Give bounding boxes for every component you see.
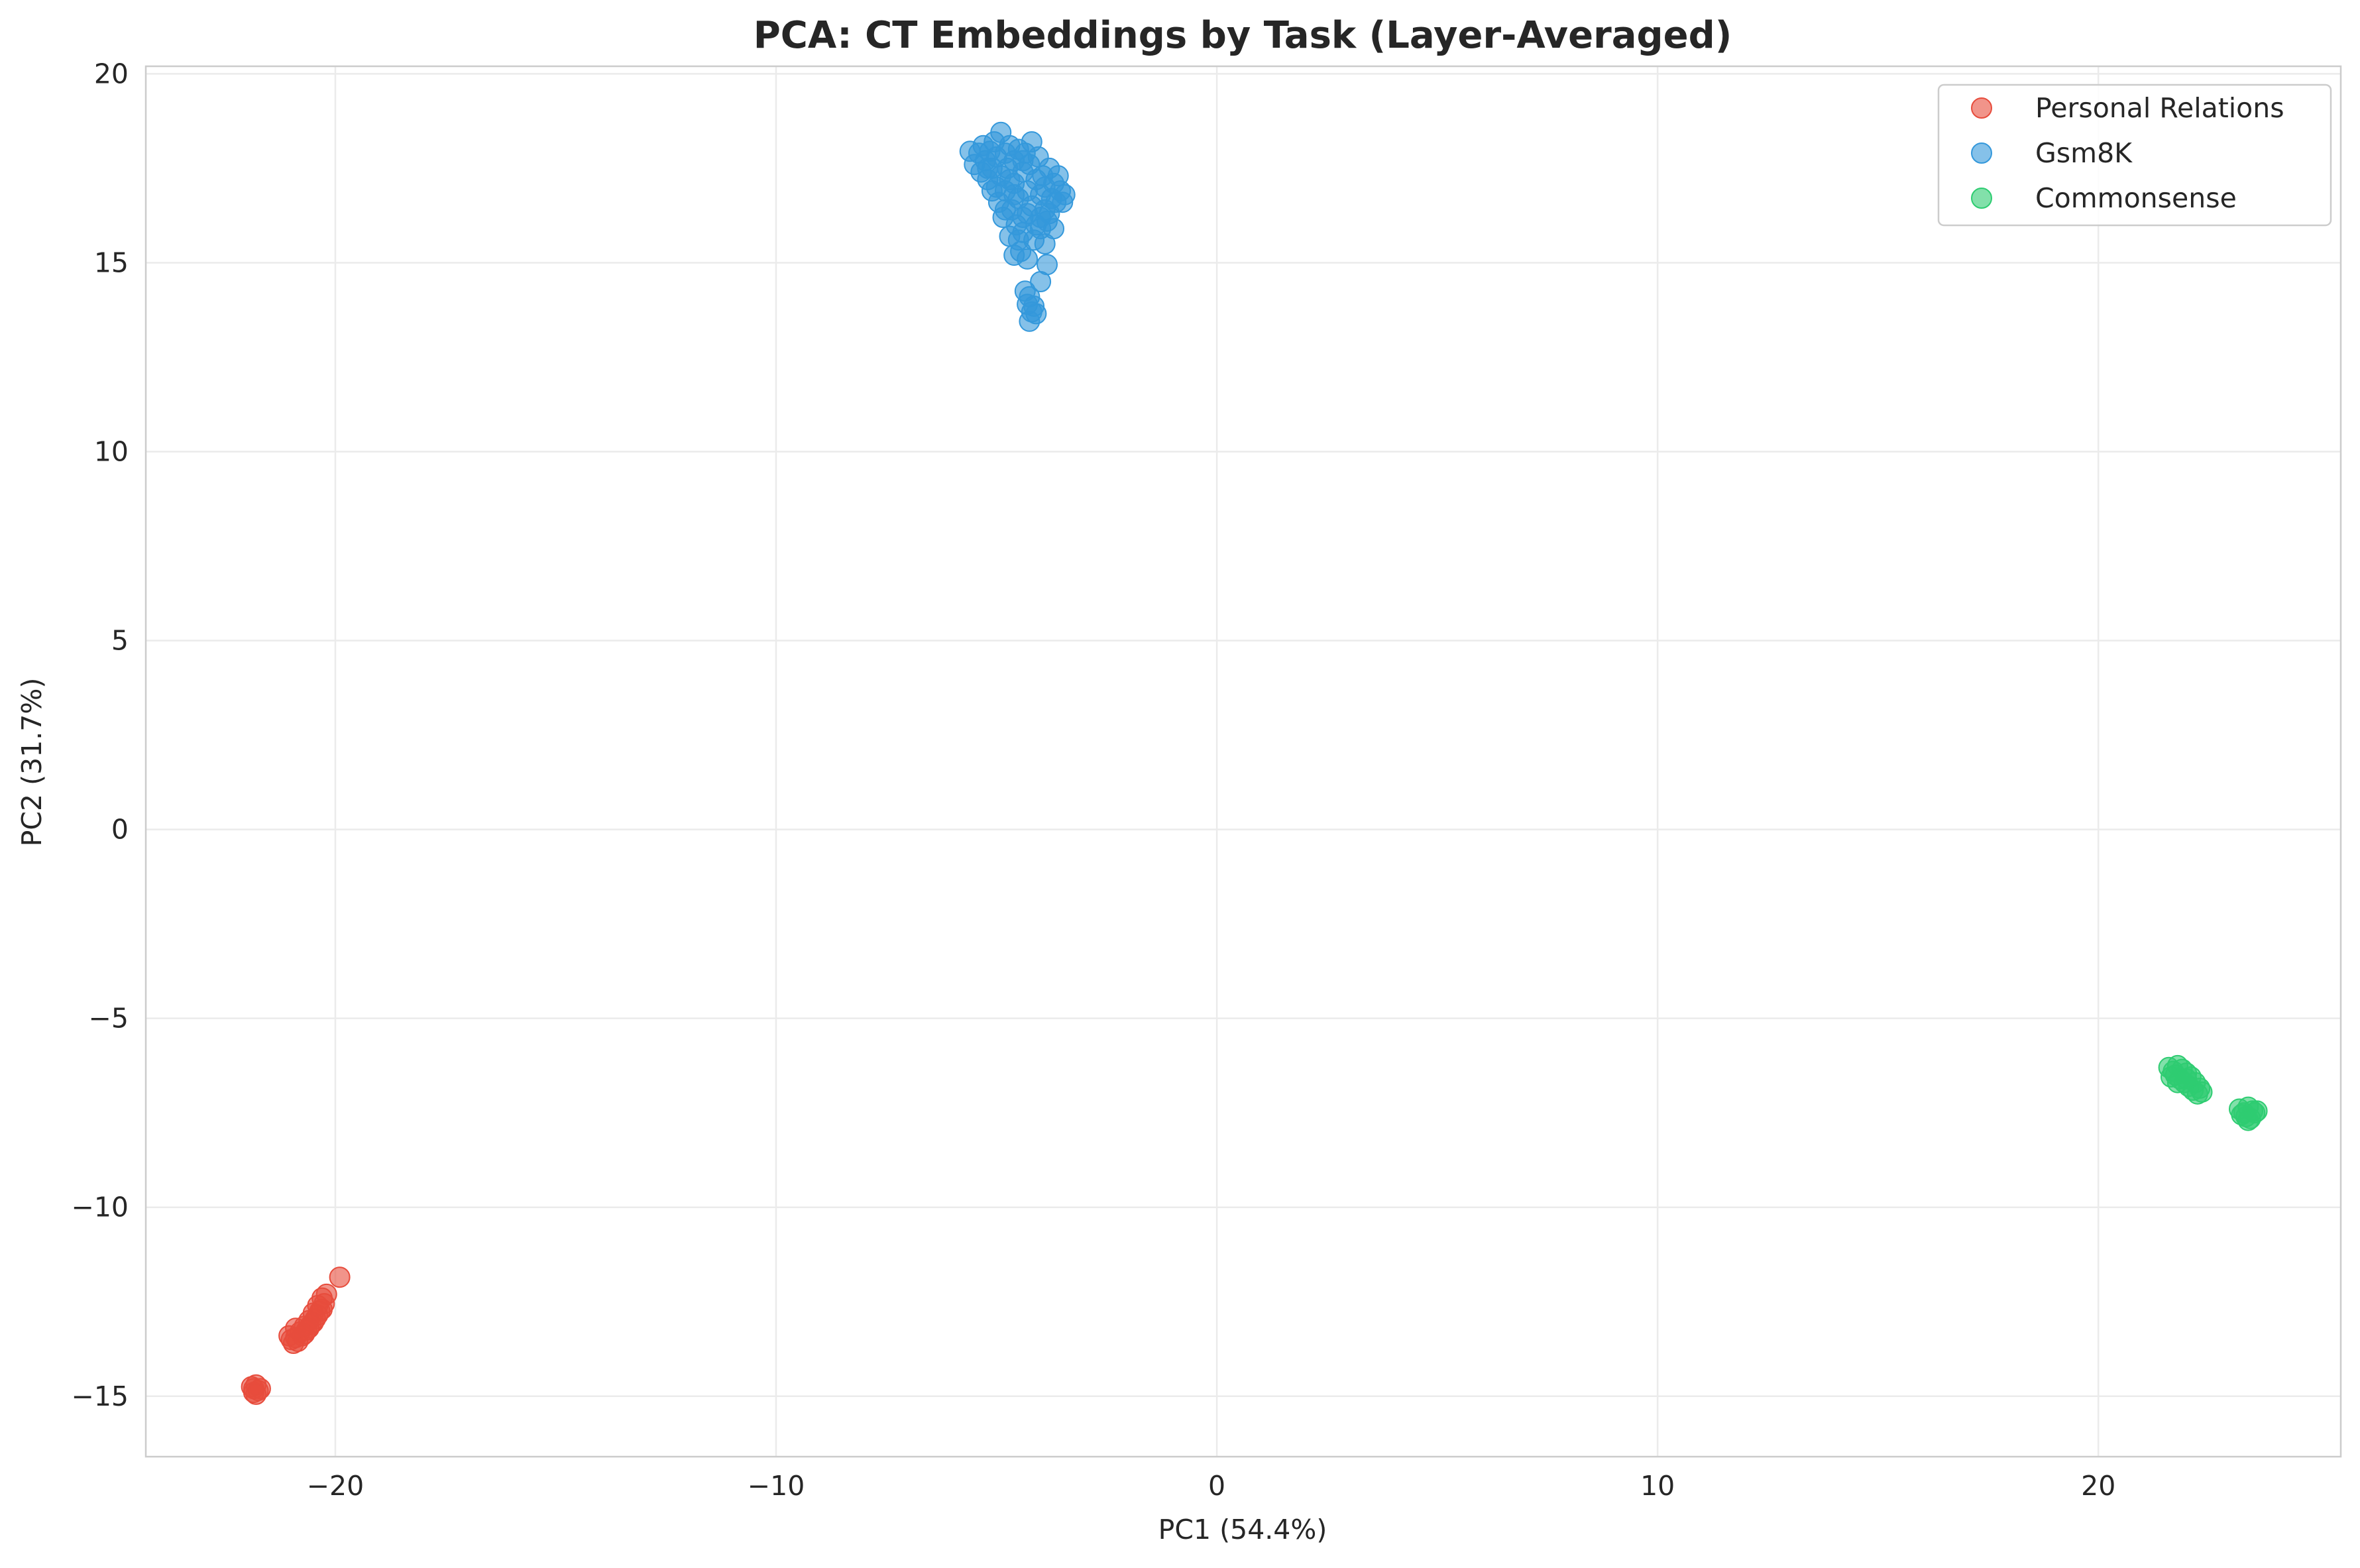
series-commonsense bbox=[2158, 1054, 2268, 1131]
data-point bbox=[2246, 1100, 2268, 1122]
data-point bbox=[278, 1325, 300, 1347]
y-tick-label: 20 bbox=[94, 58, 129, 89]
data-point bbox=[329, 1266, 351, 1288]
data-point bbox=[2176, 1068, 2198, 1090]
chart-title: PCA: CT Embeddings by Task (Layer-Averag… bbox=[754, 14, 1732, 57]
data-point bbox=[1019, 310, 1040, 332]
series-personal-relations bbox=[241, 1266, 351, 1405]
y-tick-label: 0 bbox=[111, 814, 129, 846]
legend-label: Gsm8K bbox=[2035, 137, 2133, 169]
y-tick-label: 5 bbox=[111, 625, 129, 657]
data-point bbox=[981, 180, 1003, 202]
legend-marker bbox=[1971, 142, 1992, 164]
data-point bbox=[1003, 245, 1025, 266]
x-axis-ticks: −20 −10 0 10 20 bbox=[307, 1470, 2116, 1502]
y-tick-label: −10 bbox=[71, 1192, 129, 1223]
data-point bbox=[1012, 221, 1034, 243]
y-tick-label: 10 bbox=[94, 436, 129, 468]
x-tick-label: 0 bbox=[1208, 1470, 1225, 1502]
legend-marker bbox=[1971, 97, 1992, 119]
data-point bbox=[1054, 184, 1076, 205]
y-tick-label: −15 bbox=[71, 1380, 129, 1412]
data-point bbox=[999, 169, 1021, 190]
x-tick-label: 20 bbox=[2081, 1470, 2115, 1502]
x-axis-label: PC1 (54.4%) bbox=[1158, 1514, 1327, 1545]
y-axis-label: PC2 (31.7%) bbox=[16, 678, 48, 847]
legend-marker bbox=[1971, 188, 1992, 209]
legend: Personal Relations Gsm8K Commonsense bbox=[1937, 84, 2332, 227]
data-point bbox=[2191, 1081, 2213, 1103]
data-point bbox=[1034, 233, 1056, 254]
plot-area-frame bbox=[144, 65, 2342, 1458]
data-point bbox=[1030, 271, 1052, 292]
y-tick-label: −5 bbox=[89, 1003, 129, 1035]
data-point bbox=[1012, 150, 1034, 172]
legend-label: Commonsense bbox=[2035, 182, 2237, 214]
x-tick-label: 10 bbox=[1640, 1470, 1675, 1502]
data-point bbox=[1039, 203, 1060, 225]
x-tick-label: −10 bbox=[748, 1470, 805, 1502]
y-axis-ticks: −15 −10 −5 0 5 10 15 20 bbox=[71, 58, 129, 1412]
legend-box bbox=[1937, 84, 2332, 227]
data-point bbox=[977, 157, 999, 179]
legend-label: Personal Relations bbox=[2035, 92, 2284, 124]
series-gsm8k bbox=[959, 121, 1076, 332]
data-point bbox=[311, 1298, 333, 1320]
x-tick-label: −20 bbox=[307, 1470, 365, 1502]
data-points bbox=[241, 121, 2268, 1405]
data-point bbox=[243, 1382, 264, 1404]
y-tick-label: 15 bbox=[94, 247, 129, 278]
grid-lines bbox=[146, 66, 2341, 1457]
